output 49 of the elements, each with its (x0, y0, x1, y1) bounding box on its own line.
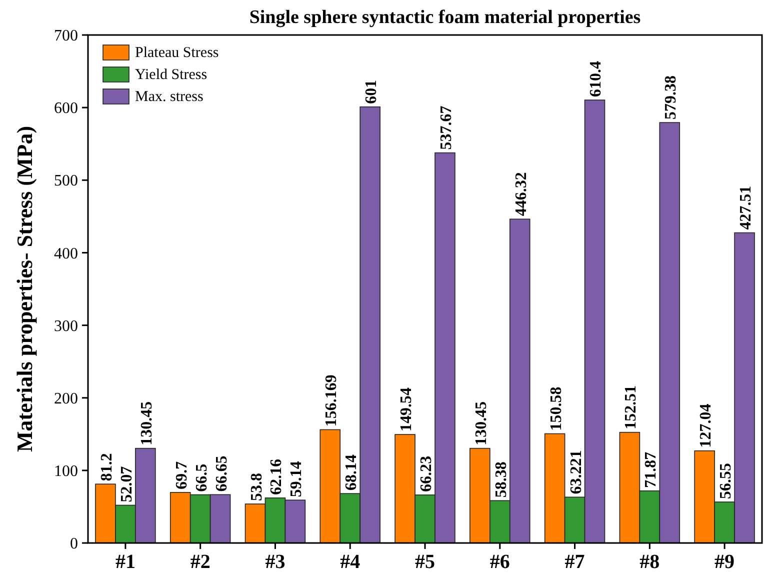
data-label: 130.45 (138, 401, 156, 446)
y-tick-label: 100 (54, 463, 78, 480)
y-tick-label: 400 (54, 245, 78, 262)
data-label: 446.32 (512, 172, 530, 216)
data-label: 152.51 (622, 385, 640, 430)
data-label: 59.14 (288, 461, 306, 498)
x-tick-label: #8 (640, 551, 660, 573)
data-label: 62.16 (268, 458, 286, 495)
x-tick-label: #6 (490, 551, 510, 573)
data-label: 71.87 (642, 452, 660, 488)
x-tick-label: #9 (714, 551, 735, 573)
legend-label: Plateau Stress (135, 45, 219, 61)
x-tick-label: #1 (115, 551, 136, 573)
chart-title: Single sphere syntactic foam material properties (249, 7, 641, 28)
y-tick-label: 300 (54, 318, 78, 335)
data-label: 69.7 (173, 461, 190, 490)
data-label: 66.65 (213, 456, 230, 492)
data-label: 127.04 (698, 404, 715, 448)
data-label: 63.221 (568, 450, 585, 494)
data-label: 58.38 (492, 462, 510, 498)
data-label: 537.67 (438, 106, 455, 150)
data-label: 579.38 (662, 76, 680, 120)
data-label: 427.51 (738, 186, 755, 230)
y-axis-title: Materials properties- Stress (MPa) (12, 126, 37, 452)
data-label: 156.169 (323, 374, 340, 427)
data-label: 68.14 (343, 454, 360, 491)
y-tick-label: 500 (54, 172, 78, 190)
data-label: 53.8 (248, 472, 266, 501)
data-label: 149.54 (398, 387, 416, 432)
y-tick-label: 0 (70, 536, 78, 553)
data-label: 130.45 (472, 401, 490, 446)
data-label: 81.2 (98, 453, 116, 482)
y-tick-label: 200 (54, 390, 78, 408)
x-tick-label: #7 (564, 551, 585, 573)
x-tick-label: #3 (265, 551, 286, 573)
x-tick-label: #5 (415, 551, 435, 573)
data-label: 150.58 (548, 386, 565, 431)
x-tick-label: #2 (190, 551, 210, 573)
data-label: 610.4 (588, 61, 605, 98)
data-label: 56.55 (718, 462, 735, 499)
y-tick-label: 700 (54, 28, 78, 45)
legend-label: Max. stress (135, 89, 204, 105)
legend-label: Yield Stress (135, 67, 208, 83)
y-tick-label: 600 (54, 100, 78, 118)
data-label: 66.23 (418, 456, 435, 492)
x-tick-label: #4 (340, 551, 360, 573)
data-label: 52.07 (118, 466, 136, 502)
data-label: 601 (363, 80, 380, 104)
data-label: 66.5 (193, 464, 210, 492)
